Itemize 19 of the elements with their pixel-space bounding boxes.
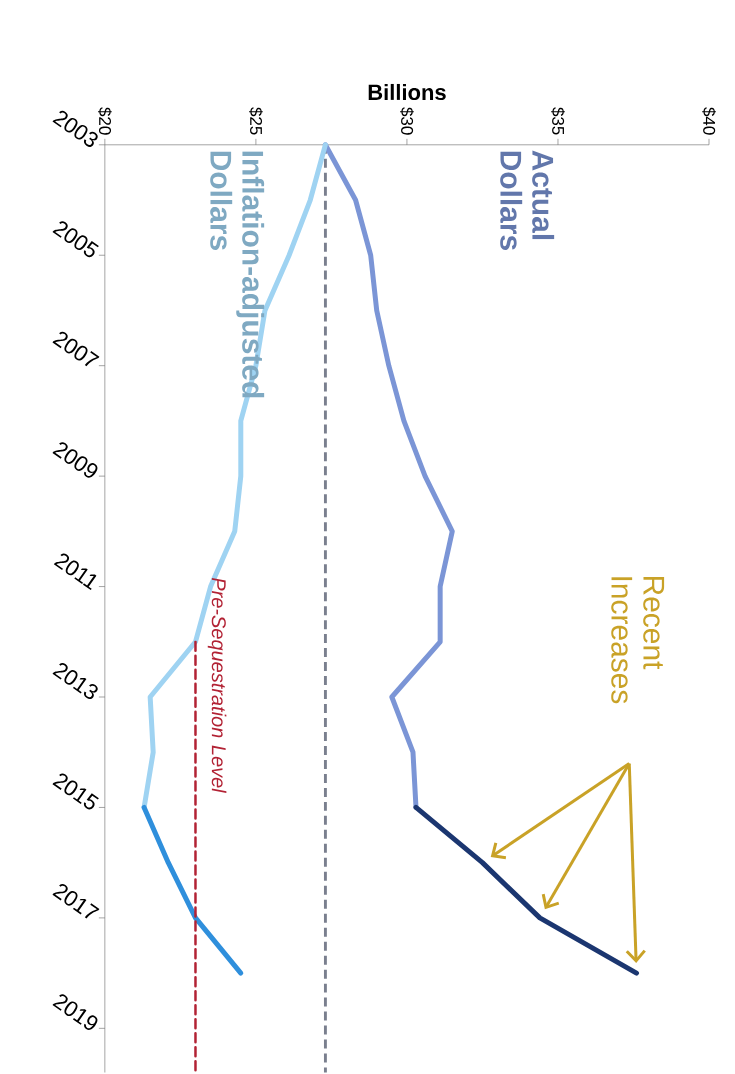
y-tick-label: 2007 <box>52 331 100 367</box>
text: Inflation-adjusted Dollars <box>210 151 265 398</box>
text: Pre-Sequestration Level <box>207 577 227 794</box>
y-tick-label: 2009 <box>52 442 98 478</box>
x-tick-label: $20 <box>98 107 112 135</box>
y-tick-label: 2017 <box>52 883 100 919</box>
text: Actual Dollars <box>500 150 555 250</box>
annotation: Recent Increases <box>611 576 665 704</box>
y-tick-label: 2015 <box>52 773 99 810</box>
y-tick-label: 2013 <box>52 663 98 700</box>
y-tick-label: 2019 <box>52 994 98 1030</box>
x-tick-label: $30 <box>400 107 414 135</box>
x-tick-label: $35 <box>551 107 565 135</box>
y-tick-label: 2005 <box>52 221 99 258</box>
x-tick-label: $25 <box>249 107 263 135</box>
y-tick-label: 2011 <box>53 553 97 591</box>
x-tick-label: $40 <box>702 107 716 135</box>
x-axis-title: Billions <box>368 83 446 101</box>
y-tick-label: 2003 <box>52 110 98 147</box>
